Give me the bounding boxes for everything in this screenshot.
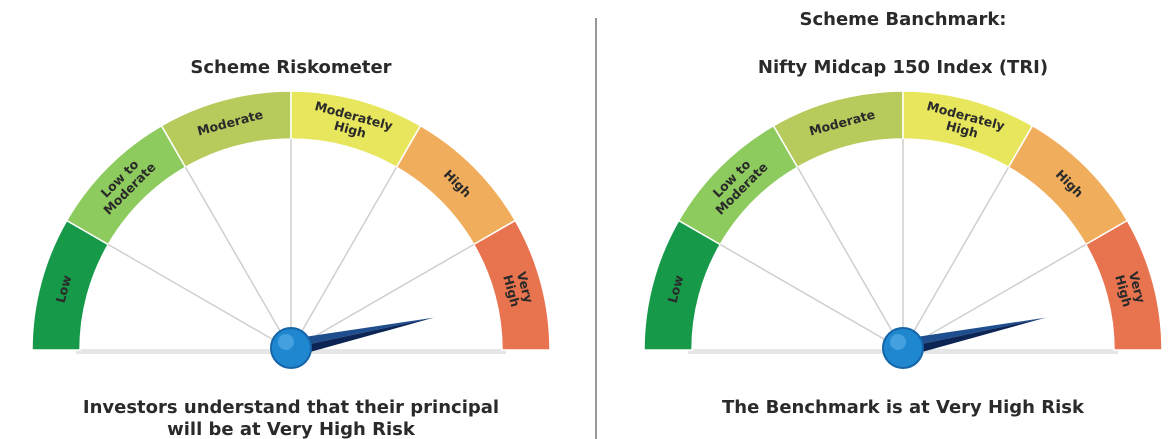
- segment-label: Low: [664, 273, 686, 304]
- meter-title: Scheme Riskometer: [190, 57, 391, 78]
- meter-title: Scheme Banchmark:: [800, 9, 1007, 30]
- segment-label-line: Low: [52, 273, 74, 304]
- divider-ray: [290, 166, 398, 351]
- meter-title: Nifty Midcap 150 Index (TRI): [758, 57, 1048, 78]
- divider-ray: [796, 166, 904, 351]
- needle: [901, 317, 1046, 348]
- meter-caption: Investors understand that their principa…: [83, 397, 499, 418]
- segment-label: Low: [52, 273, 74, 304]
- needle: [903, 317, 1046, 357]
- risk-segment: [1084, 219, 1163, 351]
- risk-segment: [472, 219, 551, 351]
- hub-shine: [890, 334, 906, 350]
- divider-ray: [719, 243, 904, 351]
- hub-shine: [278, 334, 294, 350]
- riskometer: Scheme Banchmark: Nifty Midcap 150 Index …: [643, 9, 1163, 418]
- segment-label-line: Low: [664, 273, 686, 304]
- divider-ray: [902, 243, 1087, 351]
- divider-ray: [290, 243, 475, 351]
- divider-ray: [184, 166, 292, 351]
- needle: [291, 317, 434, 357]
- needle: [289, 317, 434, 348]
- divider-ray: [902, 166, 1010, 351]
- divider-ray: [107, 243, 292, 351]
- meter-caption: will be at Very High Risk: [167, 419, 416, 439]
- meter-caption: The Benchmark is at Very High Risk: [722, 397, 1085, 418]
